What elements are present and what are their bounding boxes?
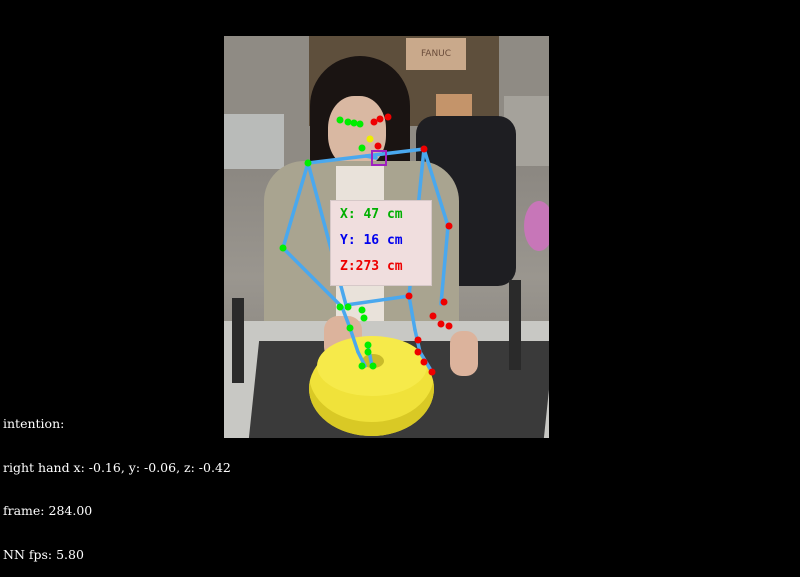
bone-left-hand-1 <box>407 294 417 332</box>
right-keypoints <box>370 113 453 376</box>
bone-left-forearm <box>439 224 450 306</box>
y-readout: Y: 16 cm <box>340 233 403 248</box>
keypoint <box>445 322 453 330</box>
keypoint <box>364 341 372 349</box>
keypoint <box>344 303 352 311</box>
keypoint <box>356 120 364 128</box>
metal-rail-left <box>232 298 244 383</box>
bone-right-forearm <box>281 246 344 309</box>
keypoint <box>304 159 312 167</box>
left-keypoints <box>279 116 377 370</box>
keypoint <box>358 362 366 370</box>
keypoint <box>414 336 422 344</box>
bone-right-hand-1 <box>340 305 352 330</box>
position-readout-box: X: 47 cm Y: 16 cm Z:273 cm <box>330 200 432 286</box>
keypoint <box>358 306 366 314</box>
hud-intention-label: intention: <box>3 416 65 431</box>
keypoint <box>350 119 358 127</box>
keypoint <box>336 303 344 311</box>
keypoint <box>370 118 378 126</box>
keypoint <box>405 292 413 300</box>
keypoint <box>374 142 382 150</box>
keypoint <box>279 244 287 252</box>
left-equipment <box>224 114 284 169</box>
keypoint <box>428 368 436 376</box>
keypoint <box>445 222 453 230</box>
bone-left-upper-arm <box>422 147 450 228</box>
bone-right-upper-arm <box>281 161 310 250</box>
keypoint <box>360 314 368 322</box>
keypoint <box>369 362 377 370</box>
hud-text: intention: right hand x: -0.16, y: -0.06… <box>3 388 231 577</box>
keypoint <box>437 320 445 328</box>
bone-hips <box>344 294 411 307</box>
pink-disc <box>524 201 549 251</box>
keypoint <box>364 348 372 356</box>
person-left-hand <box>450 331 478 376</box>
hud-nn-fps: NN fps: 5.80 <box>3 546 84 562</box>
small-box <box>436 94 472 116</box>
keypoint <box>440 298 448 306</box>
fanuc-box: FANUC <box>406 38 466 70</box>
keypoint <box>346 324 354 332</box>
keypoint <box>344 118 352 126</box>
fanuc-box-label: FANUC <box>420 49 452 59</box>
yellow-disc-hole <box>362 354 384 368</box>
gaze-target-marker <box>371 150 387 166</box>
z-readout: Z:273 cm <box>340 259 403 274</box>
nose-keypoint <box>366 135 374 143</box>
keypoint <box>414 348 422 356</box>
keypoint <box>376 115 384 123</box>
camera-frame: FANUC <box>224 36 549 438</box>
hud-frame-counter: frame: 284.00 <box>3 503 93 518</box>
keypoint <box>358 144 366 152</box>
x-readout: X: 47 cm <box>340 207 403 222</box>
bone-right-hand-2 <box>348 326 360 354</box>
keypoint <box>384 113 392 121</box>
keypoint <box>429 312 437 320</box>
metal-rail-right <box>509 280 521 370</box>
keypoint <box>336 116 344 124</box>
keypoint <box>420 358 428 366</box>
keypoint <box>420 145 428 153</box>
hud-right-hand-values: right hand x: -0.16, y: -0.06, z: -0.42 <box>3 459 231 475</box>
